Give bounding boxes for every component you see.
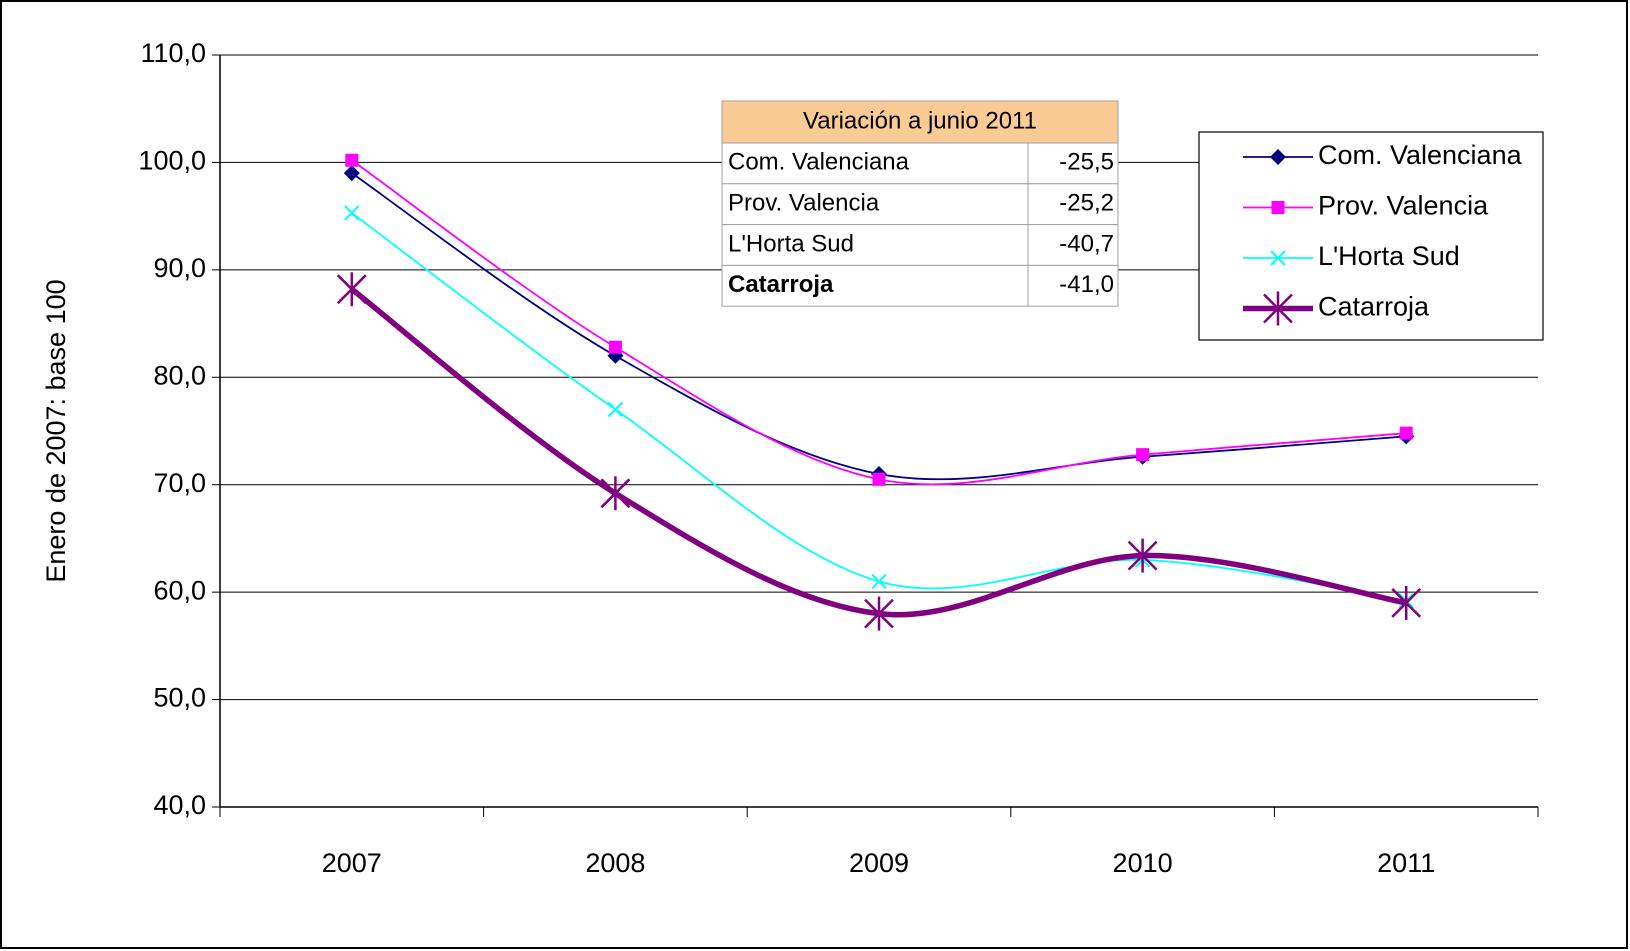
x-tick-label: 2009 (849, 848, 909, 878)
y-tick-label: 60,0 (153, 575, 206, 605)
marker (1399, 426, 1413, 440)
x-tick-label: 2008 (585, 848, 645, 878)
legend-label: Com. Valenciana (1318, 140, 1523, 170)
marker-part (871, 573, 887, 590)
y-tick-label: 90,0 (153, 253, 206, 283)
table-cell (1027, 224, 1119, 266)
marker (344, 205, 360, 221)
table-cell (1027, 142, 1119, 185)
table-cell (1027, 183, 1119, 226)
marker (1271, 201, 1285, 214)
y-tick-label: 70,0 (153, 468, 206, 498)
table-row-value: -25,2 (1059, 190, 1114, 217)
table-cell (1027, 264, 1119, 307)
marker-part (607, 401, 624, 418)
marker-part (864, 596, 894, 631)
y-tick-label: 100,0 (138, 146, 206, 176)
marker-part (1270, 149, 1286, 165)
x-tick-label: 2011 (1377, 848, 1435, 878)
series-line (351, 212, 1407, 602)
series-line (350, 287, 1407, 618)
table-row-label: Prov. Valencia (728, 190, 880, 217)
legend-label: Catarroja (1318, 292, 1430, 322)
x-tick-label: 2007 (322, 848, 382, 878)
x-tick-label: 2010 (1113, 848, 1173, 878)
marker (1136, 448, 1150, 462)
legend-label: L'Horta Sud (1318, 241, 1460, 271)
table-title: Variación a junio 2011 (803, 107, 1037, 134)
marker-part (1263, 291, 1293, 326)
marker-part (1136, 448, 1150, 462)
marker (871, 573, 887, 590)
y-tick-label: 50,0 (153, 683, 206, 713)
marker-part (1391, 585, 1422, 620)
table-header-bg (721, 100, 1119, 144)
marker-part (1399, 426, 1413, 440)
table-cell (721, 264, 1029, 307)
y-axis-label: Enero de 2007: base 100 (41, 279, 71, 582)
marker (345, 153, 359, 167)
marker-part (1270, 250, 1286, 266)
legend-label: Prov. Valencia (1318, 191, 1489, 221)
marker-part (872, 472, 886, 486)
marker-part (344, 205, 360, 221)
marker (1270, 250, 1286, 266)
table-row-label: L'Horta Sud (728, 230, 854, 257)
marker-part (1271, 201, 1285, 214)
marker-part (343, 165, 360, 182)
marker (1127, 538, 1158, 573)
marker (343, 165, 360, 182)
legend-box (1198, 131, 1544, 341)
table-row-label: Com. Valenciana (728, 149, 910, 176)
table-row-label: Catarroja (728, 271, 834, 298)
marker (872, 472, 886, 486)
table-cell (721, 183, 1029, 226)
table-row-value: -41,0 (1059, 271, 1114, 298)
y-tick-label: 40,0 (153, 790, 206, 820)
marker (600, 476, 631, 511)
legend-item: L'Horta Sud (1243, 241, 1460, 271)
marker (1391, 585, 1422, 620)
marker (1263, 291, 1293, 326)
y-tick-label: 110,0 (140, 38, 206, 68)
marker-part (1127, 538, 1158, 573)
table-row-value: -25,5 (1059, 149, 1114, 176)
marker-part (336, 272, 367, 307)
marker (336, 272, 367, 307)
y-tick-label: 80,0 (153, 360, 206, 390)
marker-part (600, 476, 631, 511)
data-table: Variación a junio 2011 Com. Valenciana -25… (721, 100, 1119, 307)
marker (864, 596, 894, 631)
marker-part (345, 153, 359, 167)
table-row-value: -40,7 (1059, 230, 1114, 257)
marker-part (608, 340, 622, 354)
legend-item: Prov. Valencia (1243, 191, 1489, 221)
marker (1270, 149, 1286, 165)
legend-item: Catarroja (1243, 291, 1430, 326)
marker (608, 340, 622, 354)
marker (607, 401, 624, 418)
legend-item: Com. Valenciana (1243, 140, 1523, 170)
